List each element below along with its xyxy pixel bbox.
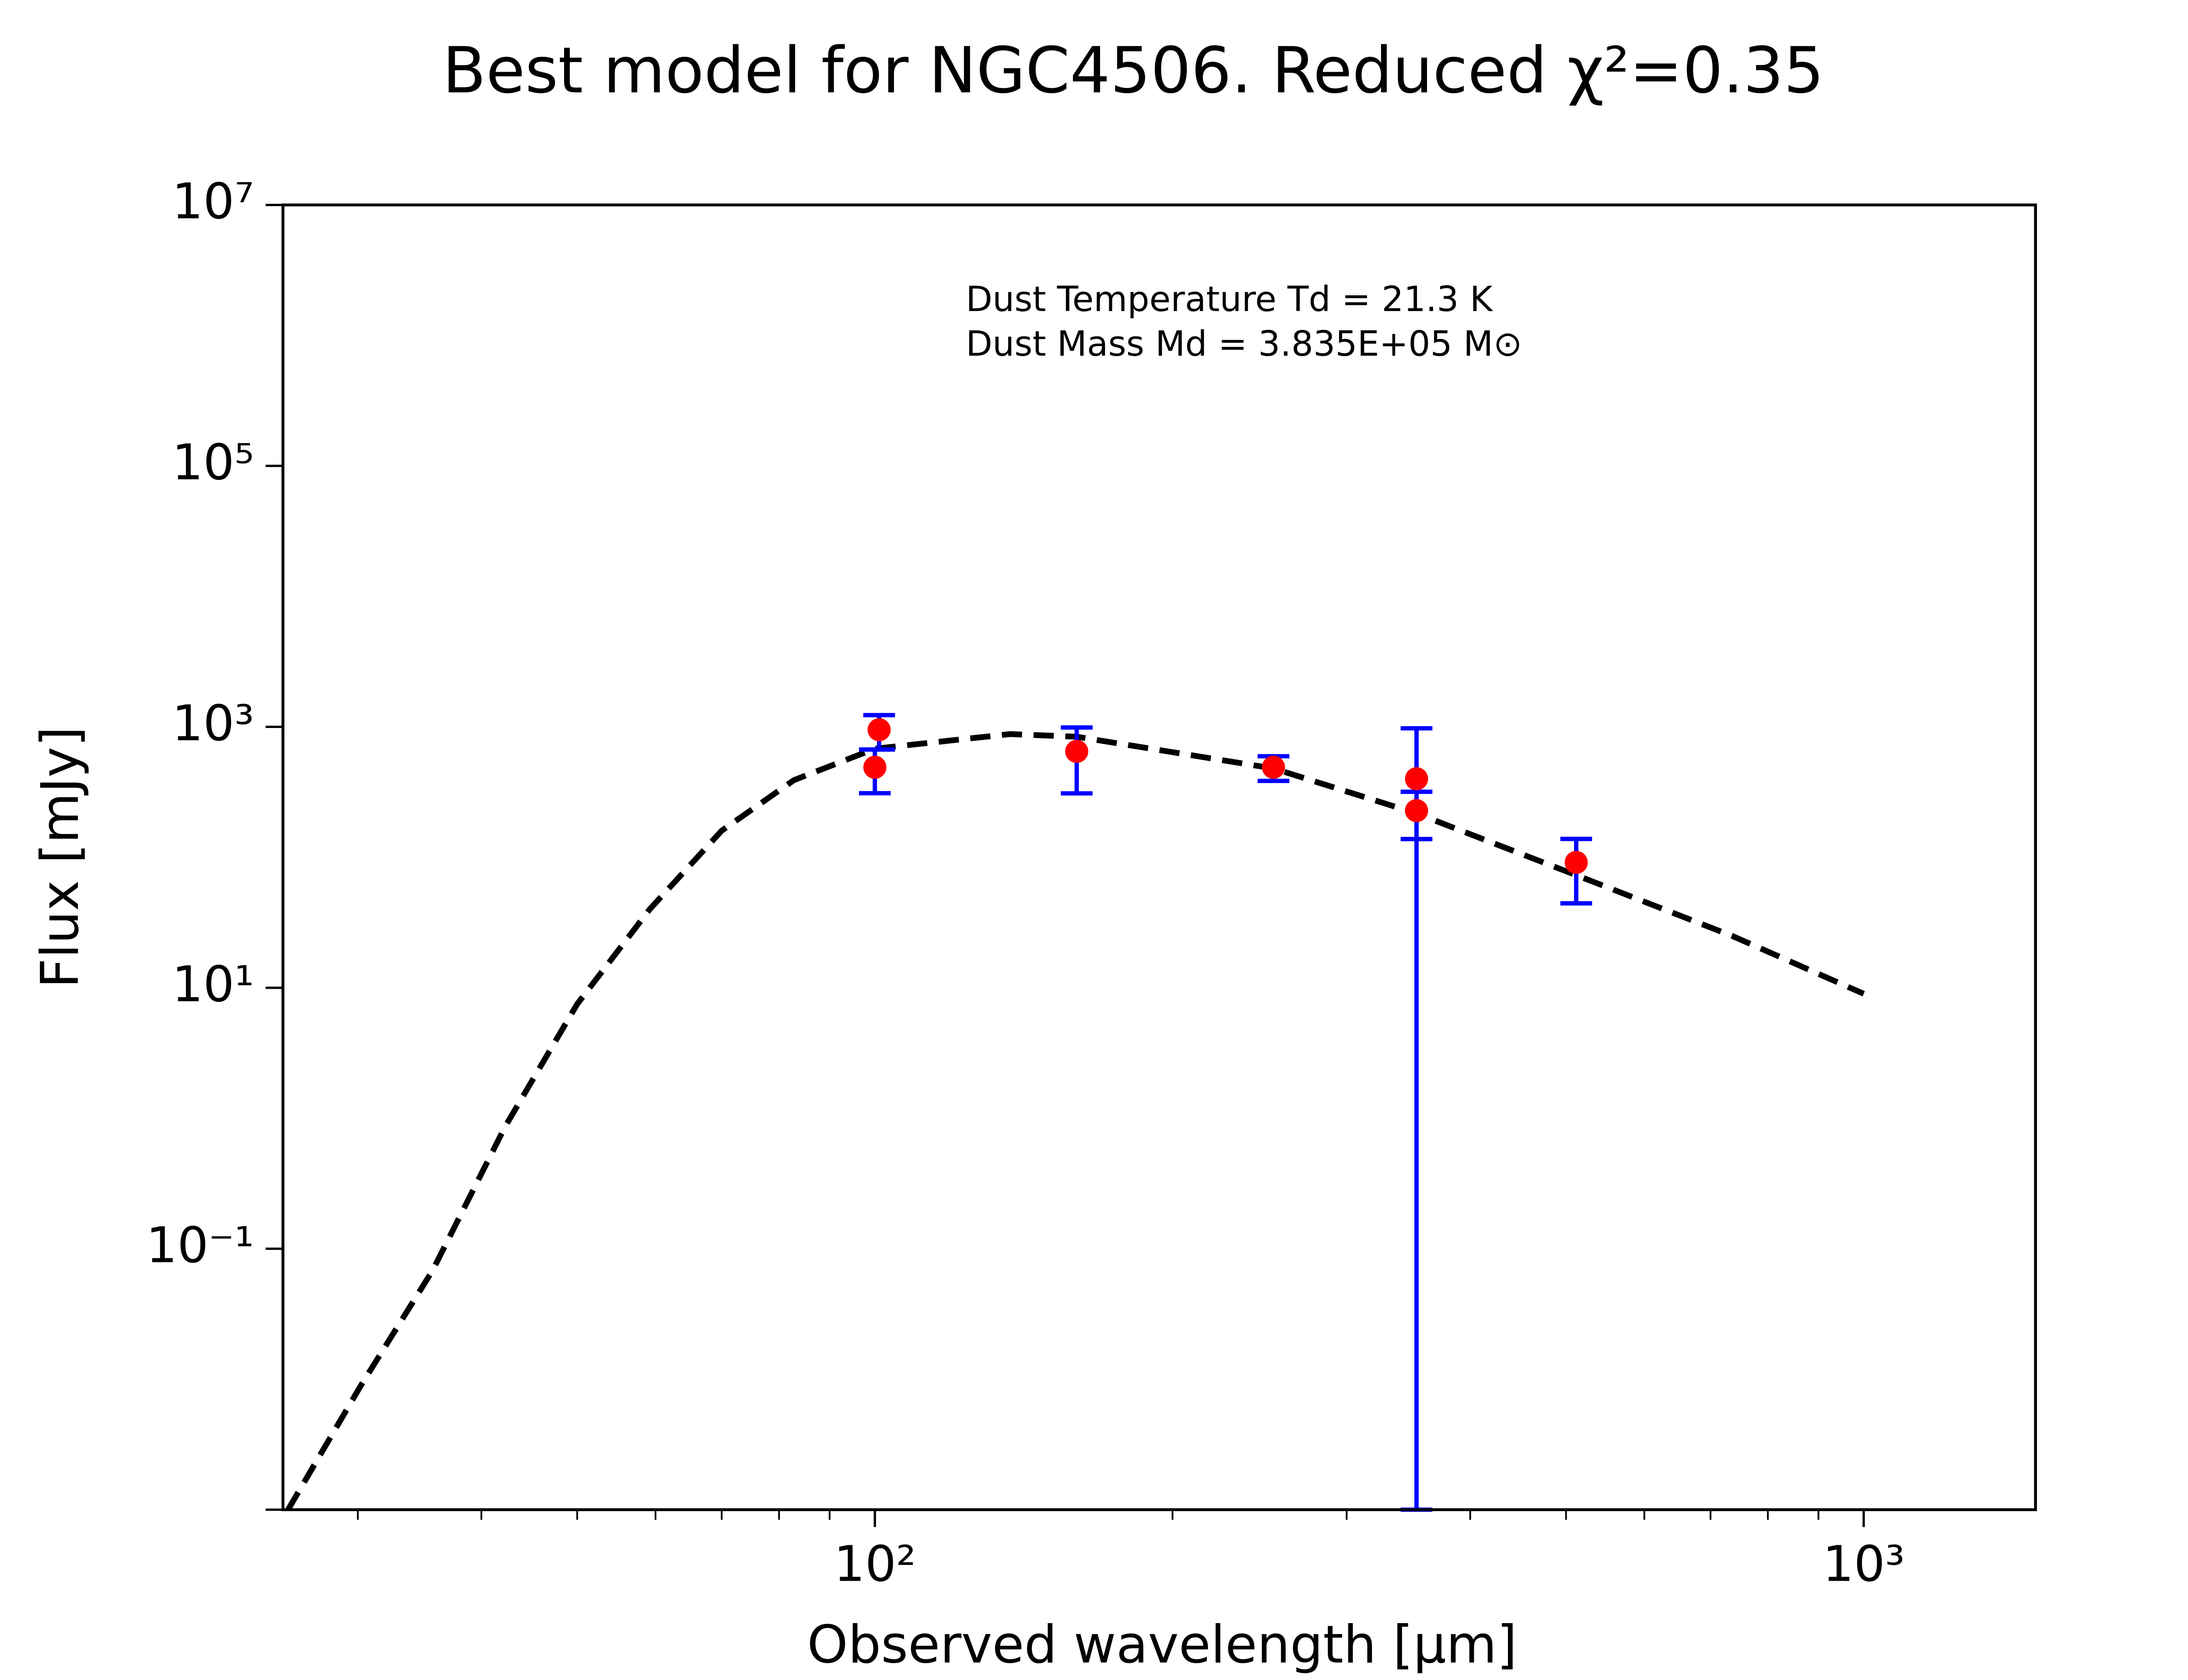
- annotation: Dust Temperature Td = 21.3 K: [966, 279, 1494, 319]
- y-tick-label: 10⁵: [172, 434, 254, 491]
- data-point: [1262, 756, 1285, 779]
- data-point: [1405, 799, 1428, 822]
- y-tick-label: 10³: [172, 695, 254, 752]
- data-point: [1405, 767, 1428, 791]
- data-point: [867, 718, 891, 742]
- x-tick-label: 10²: [834, 1536, 916, 1592]
- data-point: [863, 756, 887, 779]
- data-point: [1564, 850, 1588, 874]
- x-tick-label: 10³: [1823, 1536, 1905, 1592]
- x-axis-label: Observed wavelength [μm]: [807, 1615, 1517, 1675]
- y-tick-label: 10⁷: [172, 173, 254, 230]
- y-tick-label: 10⁻¹: [146, 1217, 254, 1274]
- data-point: [1065, 739, 1088, 763]
- y-tick-label: 10¹: [172, 956, 254, 1013]
- model-curve: [285, 731, 1865, 1512]
- annotation: Dust Mass Md = 3.835E+05 M⊙: [966, 324, 1522, 364]
- plot-frame: [281, 203, 2037, 1512]
- chart-title: Best model for NGC4506. Reduced χ²=0.35: [442, 34, 1824, 108]
- y-axis-label: Flux [mJy]: [30, 726, 91, 988]
